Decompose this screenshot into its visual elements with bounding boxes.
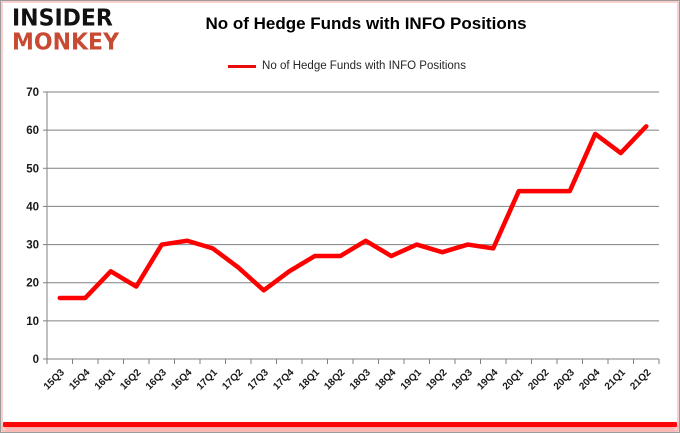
x-tick-label: 18Q3 (348, 367, 373, 392)
x-tick-label: 20Q2 (526, 367, 551, 392)
x-tick-label: 19Q1 (399, 367, 424, 392)
chart-title: No of Hedge Funds with INFO Positions (205, 14, 527, 33)
x-tick-label: 15Q3 (42, 367, 67, 392)
x-tick-label: 20Q4 (577, 367, 602, 392)
logo-text-insider: INSIDER (12, 5, 113, 32)
x-tick-label: 19Q3 (450, 367, 475, 392)
x-tick-label: 15Q4 (67, 367, 92, 392)
x-tick-label: 18Q2 (322, 367, 347, 392)
y-tick-label: 30 (26, 240, 39, 252)
x-tick-label: 19Q4 (475, 367, 500, 392)
x-tick-label: 16Q1 (93, 367, 118, 392)
legend-line-swatch (228, 64, 257, 68)
x-tick-label: 17Q4 (271, 367, 296, 392)
y-tick-label: 0 (33, 354, 39, 366)
y-tick-label: 20 (26, 278, 39, 290)
legend: No of Hedge Funds with INFO Positions (47, 59, 647, 73)
x-axis-ticks (46, 359, 660, 364)
y-axis-labels: 0 10 20 30 40 50 60 70 (26, 87, 39, 366)
logo-text-monkey: MONKEY (12, 29, 120, 56)
data-series-line (57, 124, 649, 301)
y-tick-label: 70 (26, 87, 39, 99)
x-tick-label: 16Q3 (144, 367, 169, 392)
y-tick-label: 60 (26, 125, 39, 137)
x-tick-label: 21Q1 (603, 367, 628, 392)
x-tick-label: 18Q1 (297, 367, 322, 392)
x-tick-label: 20Q3 (552, 367, 577, 392)
y-tick-label: 40 (26, 201, 39, 213)
bottom-red-bar (3, 422, 677, 427)
x-tick-label: 16Q4 (169, 367, 194, 392)
x-tick-label: 17Q2 (220, 367, 245, 392)
x-tick-label: 19Q2 (424, 367, 449, 392)
x-tick-label: 18Q4 (373, 367, 398, 392)
x-tick-label: 21Q2 (628, 367, 653, 392)
x-tick-label: 16Q2 (118, 367, 143, 392)
x-tick-label: 17Q3 (246, 367, 271, 392)
y-tick-label: 50 (26, 163, 39, 175)
legend-label: No of Hedge Funds with INFO Positions (262, 60, 466, 72)
gridlines (43, 91, 659, 360)
x-tick-label: 17Q1 (195, 367, 220, 392)
x-tick-label: 20Q1 (501, 367, 526, 392)
x-axis-labels: 15Q3 15Q4 16Q1 16Q2 16Q3 16Q4 17Q1 17Q2 17Q3 17Q4… (42, 367, 654, 392)
y-tick-label: 10 (26, 316, 39, 328)
insider-monkey-logo: INSIDER MONKEY (12, 5, 120, 56)
